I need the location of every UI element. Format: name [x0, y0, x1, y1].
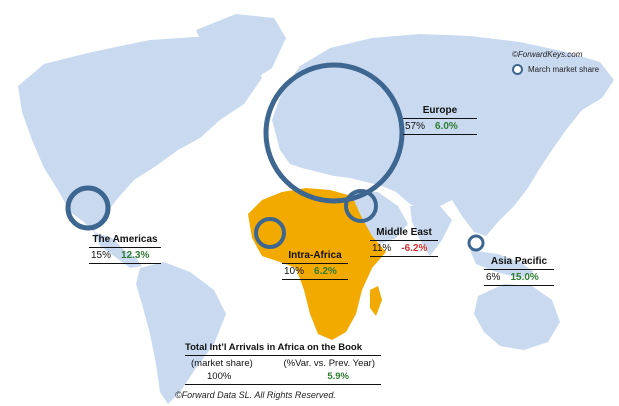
legend: March market share	[512, 64, 599, 75]
region-share: 10%	[284, 266, 305, 277]
region-change: -6.2%	[401, 243, 428, 254]
australia-landmass	[474, 284, 560, 350]
region-share: 11%	[372, 243, 392, 254]
asia-pacific-share-circle	[467, 234, 485, 252]
region-label-middle-east: Middle East 11% -6.2%	[370, 227, 438, 257]
southeast-asia-islands	[470, 250, 534, 278]
region-name: Intra-Africa	[282, 250, 348, 264]
greenland-landmass	[196, 14, 286, 82]
intra-africa-share-circle	[254, 217, 286, 249]
region-label-asia-pacific: Asia Pacific 6% 15.0%	[484, 256, 554, 286]
arabia-landmass	[352, 192, 408, 244]
madagascar-landmass	[370, 286, 382, 316]
copyright-footer: ©Forward Data SL. All Rights Reserved.	[175, 390, 336, 400]
region-share: 15%	[91, 250, 112, 261]
south-america-landmass	[136, 262, 226, 404]
region-change: 6.0%	[435, 121, 458, 132]
legend-circle-icon	[512, 64, 523, 75]
region-name: Middle East	[370, 227, 438, 241]
legend-label: March market share	[528, 65, 600, 74]
europe-share-circle	[263, 62, 405, 204]
region-label-intra-africa: Intra-Africa 10% 6.2%	[282, 250, 348, 280]
region-name: Asia Pacific	[484, 256, 554, 270]
credit-label: ©ForwardKeys.com	[512, 50, 583, 59]
total-col2-label: (%Var. vs. Prev. Year)	[283, 358, 375, 369]
central-america-landmass	[94, 232, 142, 268]
region-name: Europe	[403, 105, 477, 119]
north-america-landmass	[18, 36, 262, 232]
region-label-europe: Europe 57% 6.0%	[403, 105, 477, 135]
region-share: 57%	[405, 121, 426, 132]
total-title: Total Int’l Arrivals in Africa on the Bo…	[185, 342, 381, 356]
region-share: 6%	[486, 272, 501, 283]
region-label-americas: The Americas 15% 12.3%	[89, 234, 161, 264]
region-change: 6.2%	[314, 266, 337, 277]
region-change: 15.0%	[510, 272, 539, 283]
total-share: 100%	[207, 371, 232, 382]
india-landmass	[410, 206, 452, 256]
region-change: 12.3%	[121, 250, 150, 261]
total-col1-label: (market share)	[191, 358, 253, 369]
americas-share-circle	[65, 185, 111, 231]
total-arrivals-table: Total Int’l Arrivals in Africa on the Bo…	[185, 342, 381, 385]
region-name: The Americas	[89, 234, 161, 248]
middle-east-share-circle	[344, 189, 378, 223]
total-change: 5.9%	[327, 371, 349, 382]
eurasia-landmass	[272, 34, 614, 236]
